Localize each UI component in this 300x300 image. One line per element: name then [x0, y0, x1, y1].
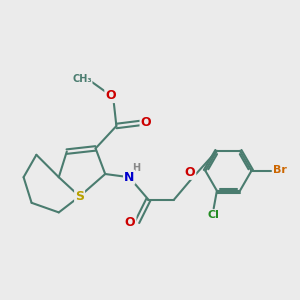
- Text: Br: Br: [273, 165, 287, 175]
- Text: N: N: [124, 171, 134, 184]
- Text: H: H: [132, 163, 140, 173]
- Text: CH₃: CH₃: [72, 74, 92, 84]
- Text: O: O: [125, 215, 136, 229]
- Text: Cl: Cl: [208, 210, 220, 220]
- Text: O: O: [140, 116, 151, 129]
- Text: O: O: [185, 166, 195, 179]
- Text: S: S: [75, 190, 84, 203]
- Text: O: O: [105, 89, 116, 102]
